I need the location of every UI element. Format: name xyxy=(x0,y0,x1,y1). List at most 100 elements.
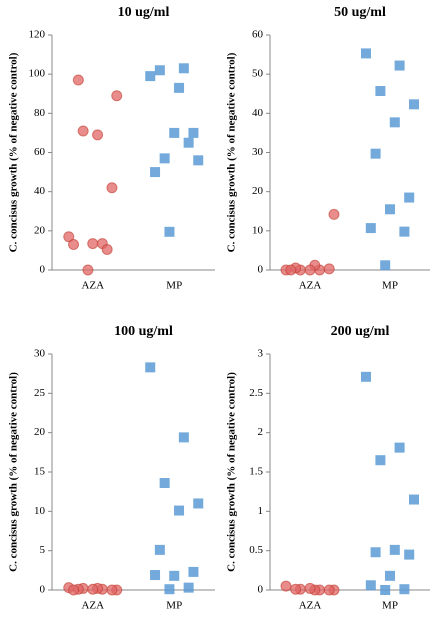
point xyxy=(375,455,386,466)
point xyxy=(399,584,410,595)
point xyxy=(174,82,185,93)
point xyxy=(370,148,381,159)
point xyxy=(304,582,316,594)
point xyxy=(106,584,118,596)
point xyxy=(188,127,199,138)
point xyxy=(365,223,376,234)
x-tick-label: AZA xyxy=(299,280,322,292)
point xyxy=(68,239,80,251)
point xyxy=(106,182,118,194)
point xyxy=(370,547,381,558)
point xyxy=(164,584,175,595)
point xyxy=(385,204,395,215)
point xyxy=(87,238,99,250)
x-tick-label: MP xyxy=(166,600,182,612)
point xyxy=(145,71,156,82)
y-tick-label: 120 xyxy=(29,29,46,41)
chart-title: 10 ug/ml xyxy=(118,5,170,20)
point xyxy=(159,478,170,489)
y-tick-label: 10 xyxy=(34,505,46,517)
point xyxy=(385,570,395,581)
y-tick-label: 40 xyxy=(252,107,264,119)
point xyxy=(101,243,113,255)
y-tick-label: 2 xyxy=(258,426,264,438)
point xyxy=(72,74,84,86)
point xyxy=(361,48,371,59)
chart-title: 100 ug/ml xyxy=(114,324,173,339)
y-tick-label: 0 xyxy=(40,584,46,596)
point xyxy=(375,86,386,97)
point xyxy=(365,580,376,591)
point xyxy=(399,226,410,237)
y-tick-label: 30 xyxy=(34,348,46,360)
point xyxy=(164,226,175,237)
point xyxy=(92,129,104,141)
y-tick-label: 0 xyxy=(258,584,264,596)
point xyxy=(409,99,419,110)
point xyxy=(87,583,99,595)
point xyxy=(154,65,165,76)
point xyxy=(193,498,204,509)
y-tick-label: 60 xyxy=(252,29,264,41)
point xyxy=(154,544,165,555)
x-tick-label: MP xyxy=(382,280,398,292)
point xyxy=(150,167,161,178)
point xyxy=(178,63,189,74)
y-tick-label: 0 xyxy=(40,264,46,276)
point xyxy=(188,566,199,577)
point xyxy=(183,137,194,148)
point xyxy=(145,362,156,373)
chart-title: 200 ug/ml xyxy=(331,324,390,339)
point xyxy=(111,90,123,102)
point xyxy=(183,582,194,593)
point xyxy=(174,505,185,516)
point xyxy=(394,60,405,71)
point xyxy=(150,570,161,581)
y-tick-label: 30 xyxy=(252,146,264,158)
y-tick-label: 40 xyxy=(34,185,46,197)
y-tick-label: 20 xyxy=(34,224,46,236)
x-tick-label: MP xyxy=(382,600,398,612)
y-tick-label: 100 xyxy=(29,68,46,80)
y-axis-label: C. concisus growth (% of negative contro… xyxy=(8,52,20,252)
point xyxy=(404,192,415,203)
y-axis-label: C. concisus growth (% of negative contro… xyxy=(8,372,20,572)
point xyxy=(323,263,335,275)
chart-title: 50 ug/ml xyxy=(334,5,386,20)
y-tick-label: 3 xyxy=(258,348,264,360)
point xyxy=(361,371,371,382)
y-tick-label: 5 xyxy=(40,544,46,556)
point xyxy=(304,264,316,276)
point xyxy=(409,494,419,505)
point xyxy=(404,549,415,560)
y-tick-label: 20 xyxy=(252,185,264,197)
y-tick-label: 20 xyxy=(34,426,46,438)
point xyxy=(285,264,297,276)
point xyxy=(178,432,189,443)
point xyxy=(323,584,335,596)
point xyxy=(63,231,75,243)
x-tick-label: AZA xyxy=(81,280,104,292)
point xyxy=(328,208,340,220)
y-tick-label: 15 xyxy=(34,466,46,478)
y-tick-label: 60 xyxy=(34,146,46,158)
y-axis-label: C. concisus growth (% of negative contro… xyxy=(226,52,238,252)
y-tick-label: 10 xyxy=(252,224,264,236)
y-tick-label: 1.5 xyxy=(249,466,263,478)
x-tick-label: AZA xyxy=(81,600,104,612)
point xyxy=(169,127,180,138)
point xyxy=(389,544,400,555)
x-tick-label: AZA xyxy=(299,600,322,612)
point xyxy=(290,583,302,595)
point xyxy=(389,117,400,128)
y-tick-label: 1 xyxy=(258,505,264,517)
y-tick-label: 80 xyxy=(34,107,46,119)
y-tick-label: 0.5 xyxy=(249,544,263,556)
x-tick-label: MP xyxy=(166,280,182,292)
point xyxy=(68,584,80,596)
y-tick-label: 25 xyxy=(34,387,46,399)
y-tick-label: 50 xyxy=(252,68,264,80)
y-axis-label: C. concisus growth (% of negative contro… xyxy=(226,372,238,572)
y-tick-label: 2.5 xyxy=(249,387,263,399)
point xyxy=(77,125,89,137)
